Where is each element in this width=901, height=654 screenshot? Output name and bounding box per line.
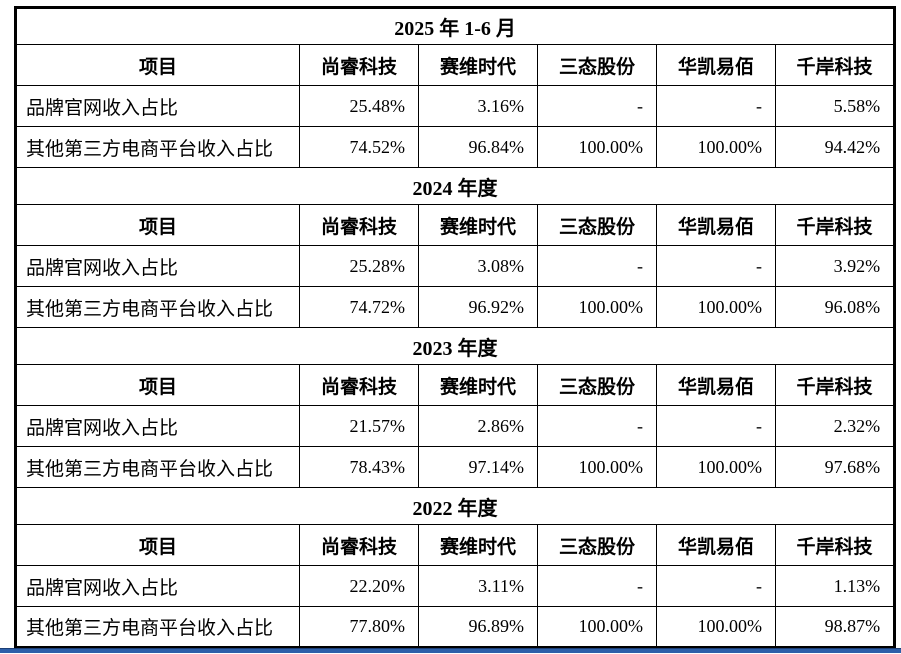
table-row: 其他第三方电商平台收入占比 74.52% 96.84% 100.00% 100.… bbox=[15, 126, 896, 168]
row-label: 其他第三方电商平台收入占比 bbox=[15, 446, 300, 488]
value-cell: 3.16% bbox=[418, 85, 538, 127]
column-header-company: 尚睿科技 bbox=[299, 204, 419, 246]
value-cell: 1.13% bbox=[774, 565, 896, 607]
column-header-company: 赛维时代 bbox=[418, 364, 538, 406]
value-cell: 98.87% bbox=[774, 606, 896, 648]
column-header-company: 赛维时代 bbox=[418, 204, 538, 246]
column-header-company: 三态股份 bbox=[537, 204, 657, 246]
value-cell: 25.28% bbox=[299, 245, 419, 287]
value-cell: - bbox=[537, 245, 657, 287]
table-row: 其他第三方电商平台收入占比 74.72% 96.92% 100.00% 100.… bbox=[15, 286, 896, 328]
bottom-blue-rule bbox=[0, 648, 901, 653]
column-header-company: 千岸科技 bbox=[774, 524, 896, 566]
table-row: 其他第三方电商平台收入占比 77.80% 96.89% 100.00% 100.… bbox=[15, 606, 896, 648]
value-cell: 100.00% bbox=[537, 446, 657, 488]
value-cell: 100.00% bbox=[656, 126, 776, 168]
value-cell: 96.92% bbox=[418, 286, 538, 328]
column-header-company: 三态股份 bbox=[537, 364, 657, 406]
value-cell: - bbox=[656, 85, 776, 127]
value-cell: 100.00% bbox=[656, 606, 776, 648]
column-header-company: 赛维时代 bbox=[418, 524, 538, 566]
column-header-company: 华凯易佰 bbox=[656, 204, 776, 246]
table-row: 其他第三方电商平台收入占比 78.43% 97.14% 100.00% 100.… bbox=[15, 446, 896, 488]
value-cell: 100.00% bbox=[656, 286, 776, 328]
value-cell: 96.89% bbox=[418, 606, 538, 648]
section-title-2022: 2022 年度 bbox=[14, 487, 896, 525]
value-cell: 97.68% bbox=[774, 446, 896, 488]
table-row: 品牌官网收入占比 22.20% 3.11% - - 1.13% bbox=[15, 565, 896, 607]
value-cell: 2.86% bbox=[418, 405, 538, 447]
section-title-row: 2024 年度 bbox=[14, 167, 896, 205]
column-header-item: 项目 bbox=[15, 524, 300, 566]
section-title-row: 2023 年度 bbox=[14, 327, 896, 365]
value-cell: 22.20% bbox=[299, 565, 419, 607]
value-cell: 100.00% bbox=[537, 286, 657, 328]
column-header-company: 华凯易佰 bbox=[656, 364, 776, 406]
section-title-2023: 2023 年度 bbox=[14, 327, 896, 365]
column-header-company: 尚睿科技 bbox=[299, 44, 419, 86]
value-cell: - bbox=[537, 85, 657, 127]
section-title-row: 2022 年度 bbox=[14, 487, 896, 525]
value-cell: - bbox=[537, 405, 657, 447]
column-header-company: 华凯易佰 bbox=[656, 524, 776, 566]
column-header-company: 三态股份 bbox=[537, 44, 657, 86]
row-label: 品牌官网收入占比 bbox=[15, 405, 300, 447]
value-cell: - bbox=[656, 565, 776, 607]
row-label: 品牌官网收入占比 bbox=[15, 565, 300, 607]
value-cell: 3.08% bbox=[418, 245, 538, 287]
value-cell: 97.14% bbox=[418, 446, 538, 488]
value-cell: 77.80% bbox=[299, 606, 419, 648]
row-label: 其他第三方电商平台收入占比 bbox=[15, 286, 300, 328]
value-cell: 100.00% bbox=[537, 126, 657, 168]
column-header-item: 项目 bbox=[15, 364, 300, 406]
value-cell: 25.48% bbox=[299, 85, 419, 127]
section-title-2024: 2024 年度 bbox=[14, 167, 896, 205]
value-cell: 3.92% bbox=[774, 245, 896, 287]
header-row: 项目 尚睿科技 赛维时代 三态股份 华凯易佰 千岸科技 bbox=[15, 524, 896, 566]
table-row: 品牌官网收入占比 25.28% 3.08% - - 3.92% bbox=[15, 245, 896, 287]
column-header-company: 千岸科技 bbox=[774, 204, 896, 246]
value-cell: 2.32% bbox=[774, 405, 896, 447]
value-cell: 96.08% bbox=[774, 286, 896, 328]
header-row: 项目 尚睿科技 赛维时代 三态股份 华凯易佰 千岸科技 bbox=[15, 204, 896, 246]
row-label: 其他第三方电商平台收入占比 bbox=[15, 126, 300, 168]
row-label: 品牌官网收入占比 bbox=[15, 85, 300, 127]
column-header-company: 华凯易佰 bbox=[656, 44, 776, 86]
row-label: 品牌官网收入占比 bbox=[15, 245, 300, 287]
header-row: 项目 尚睿科技 赛维时代 三态股份 华凯易佰 千岸科技 bbox=[15, 364, 896, 406]
value-cell: 78.43% bbox=[299, 446, 419, 488]
value-cell: 100.00% bbox=[656, 446, 776, 488]
table-row: 品牌官网收入占比 25.48% 3.16% - - 5.58% bbox=[15, 85, 896, 127]
value-cell: - bbox=[656, 405, 776, 447]
value-cell: 74.72% bbox=[299, 286, 419, 328]
header-row: 项目 尚睿科技 赛维时代 三态股份 华凯易佰 千岸科技 bbox=[15, 44, 896, 86]
column-header-company: 千岸科技 bbox=[774, 44, 896, 86]
column-header-company: 千岸科技 bbox=[774, 364, 896, 406]
row-label: 其他第三方电商平台收入占比 bbox=[15, 606, 300, 648]
value-cell: - bbox=[656, 245, 776, 287]
revenue-share-table: 2025 年 1-6 月 项目 尚睿科技 赛维时代 三态股份 华凯易佰 千岸科技… bbox=[14, 6, 897, 649]
column-header-company: 尚睿科技 bbox=[299, 524, 419, 566]
column-header-company: 尚睿科技 bbox=[299, 364, 419, 406]
column-header-item: 项目 bbox=[15, 44, 300, 86]
value-cell: - bbox=[537, 565, 657, 607]
value-cell: 21.57% bbox=[299, 405, 419, 447]
section-title-row: 2025 年 1-6 月 bbox=[14, 7, 896, 45]
column-header-company: 赛维时代 bbox=[418, 44, 538, 86]
column-header-company: 三态股份 bbox=[537, 524, 657, 566]
column-header-item: 项目 bbox=[15, 204, 300, 246]
value-cell: 96.84% bbox=[418, 126, 538, 168]
table-row: 品牌官网收入占比 21.57% 2.86% - - 2.32% bbox=[15, 405, 896, 447]
value-cell: 100.00% bbox=[537, 606, 657, 648]
value-cell: 74.52% bbox=[299, 126, 419, 168]
value-cell: 94.42% bbox=[774, 126, 896, 168]
value-cell: 5.58% bbox=[774, 85, 896, 127]
value-cell: 3.11% bbox=[418, 565, 538, 607]
section-title-2025: 2025 年 1-6 月 bbox=[14, 7, 896, 45]
